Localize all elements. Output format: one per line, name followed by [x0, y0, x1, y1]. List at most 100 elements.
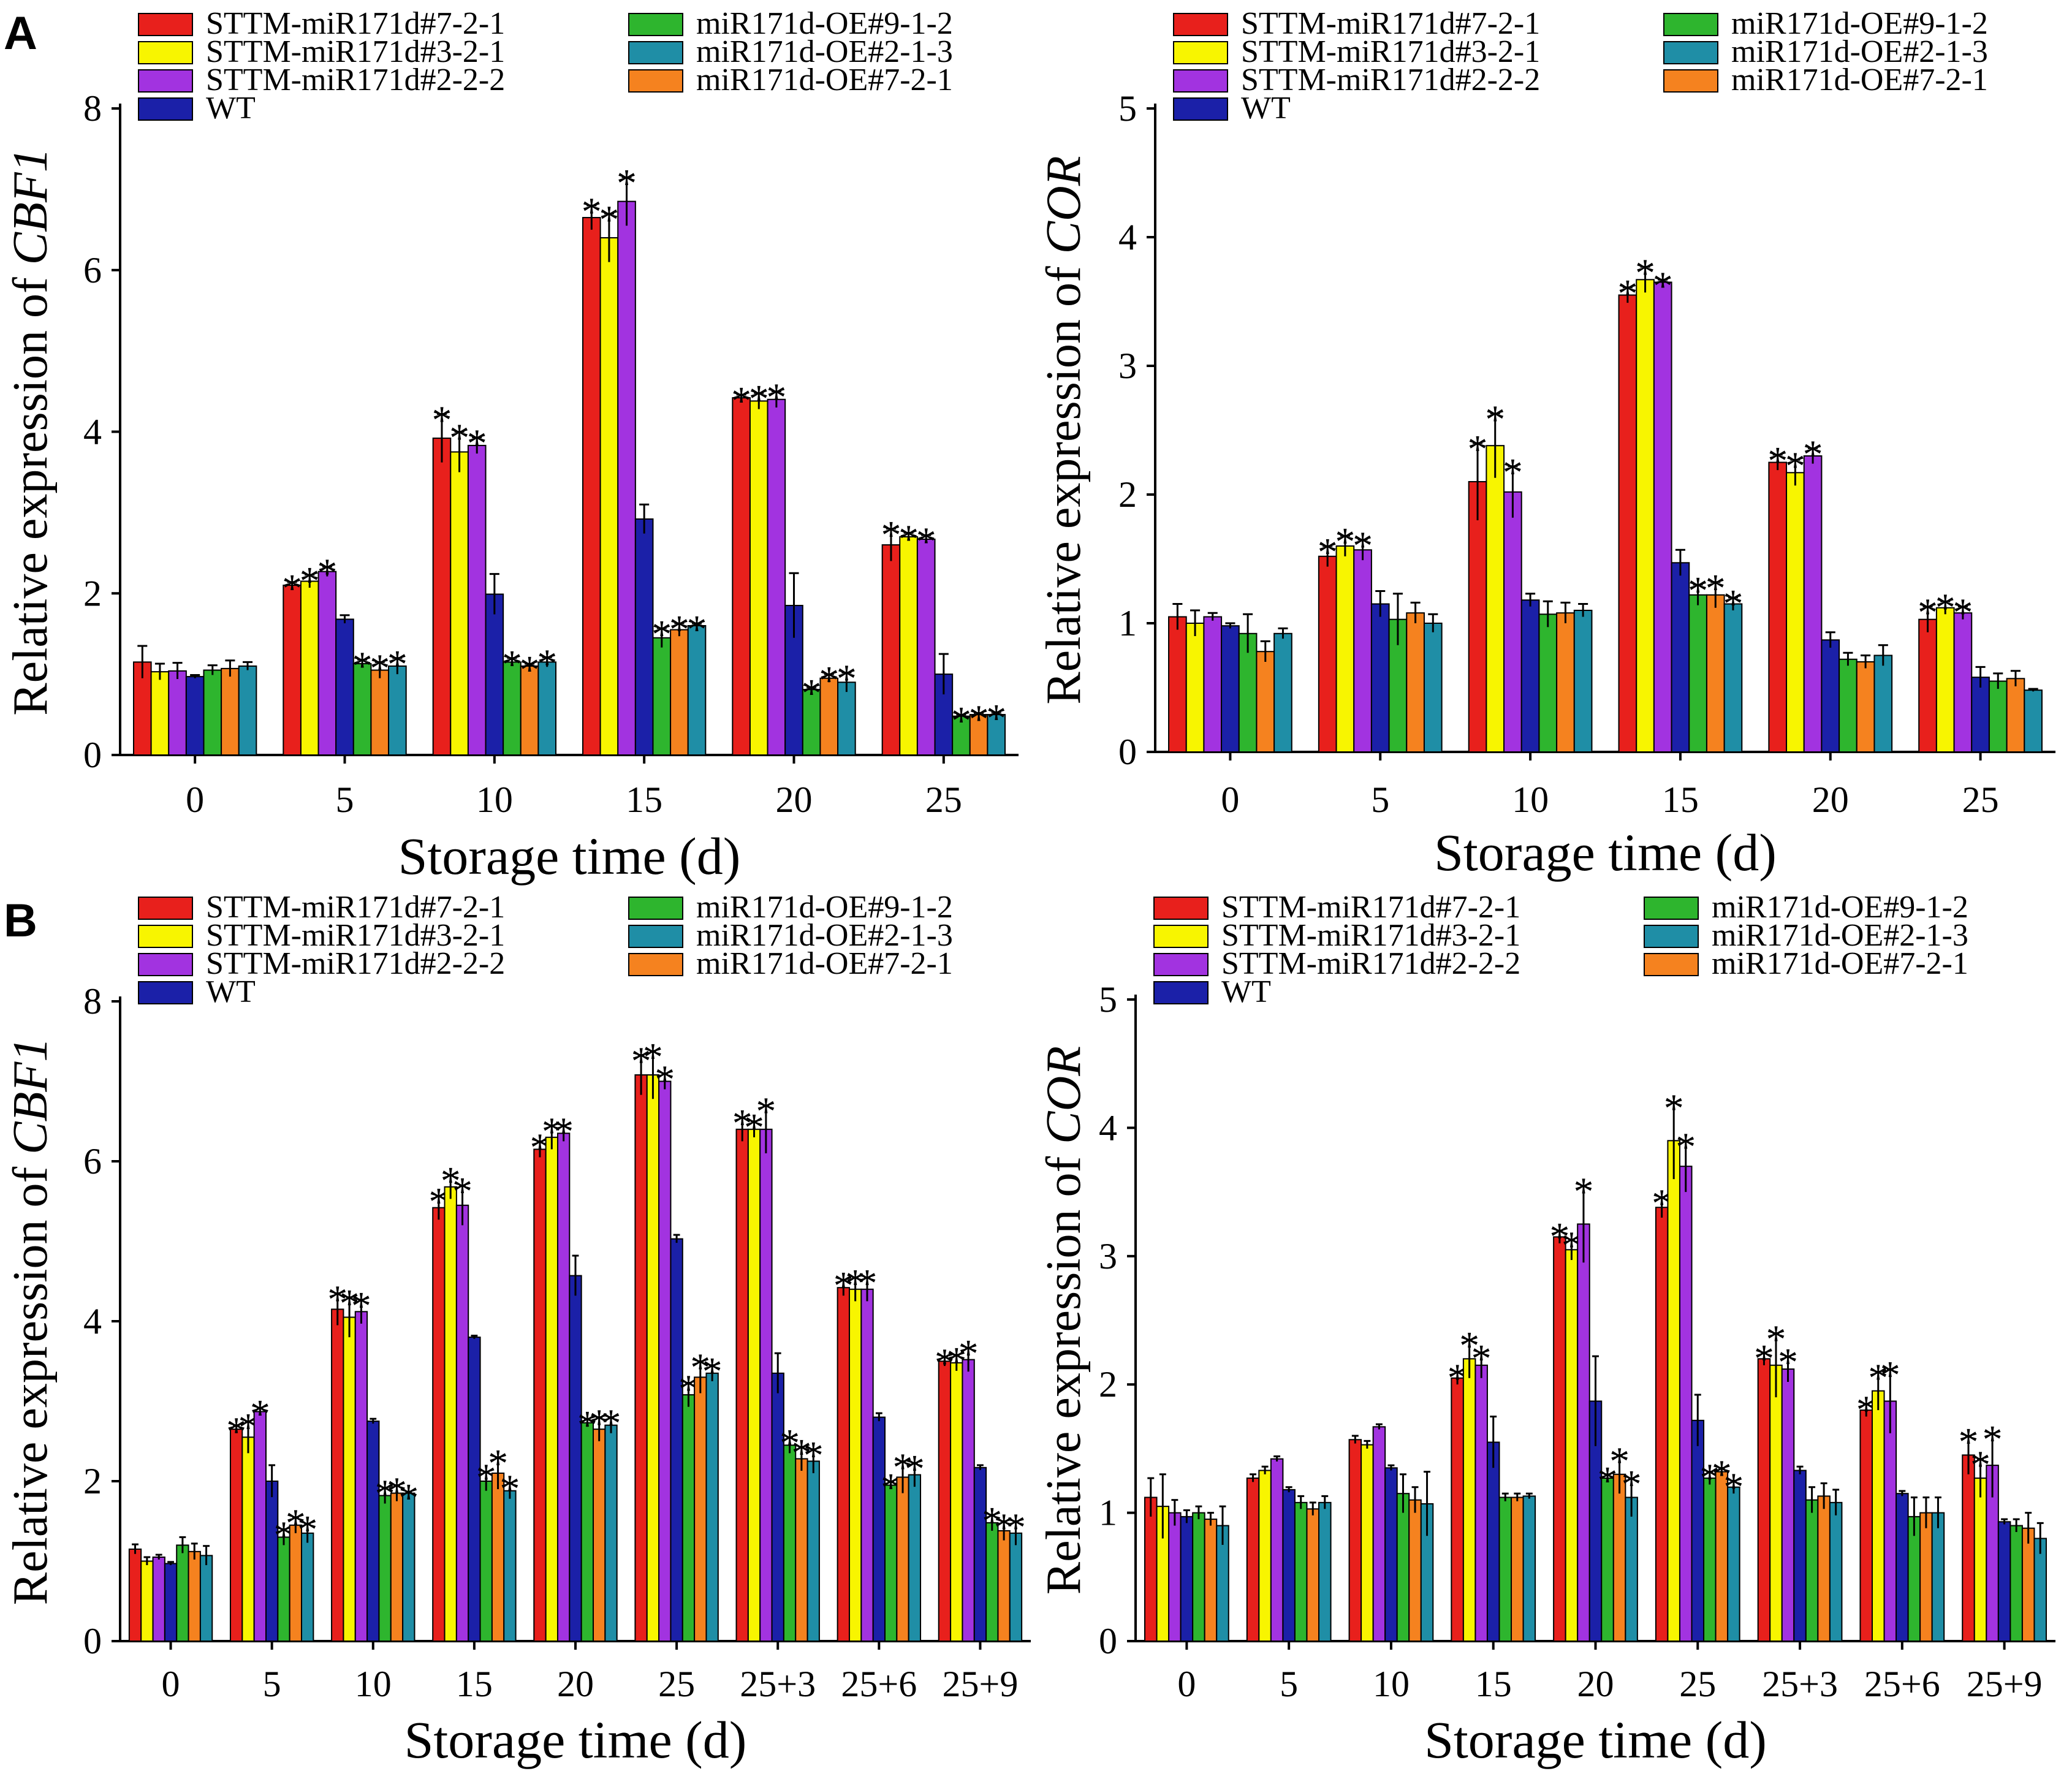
significance-star: * [488, 1441, 508, 1486]
bar-sttm-mir171d-2-2-2 [1203, 616, 1223, 753]
bar-sttm-mir171d-2-2-2 [455, 1204, 469, 1642]
legend-label-mir171d-oe-9-1-2: miR171d-OE#9-1-2 [1731, 6, 1988, 41]
bar-mir171d-oe-2-1-3 [503, 1490, 517, 1642]
legend-label-sttm-mir171d-3-2-1: STTM-miR171d#3-2-1 [1241, 34, 1540, 69]
legend-swatch-mir171d-oe-9-1-2 [628, 897, 683, 920]
bar-sttm-mir171d-3-2-1 [1360, 1444, 1374, 1642]
x-tick-label: 10 [1512, 779, 1549, 820]
legend-label-mir171d-oe-2-1-3: miR171d-OE#2-1-3 [1712, 918, 1968, 953]
bar-mir171d-oe-9-1-2 [1703, 1477, 1717, 1642]
x-tick-label: 15 [456, 1664, 493, 1704]
legend-swatch-sttm-mir171d-2-2-2 [138, 69, 193, 93]
legend: STTM-miR171d#7-2-1STTM-miR171d#3-2-1STTM… [1173, 6, 1988, 126]
bar-wt [1821, 639, 1840, 753]
significance-star: * [1617, 271, 1637, 316]
bar-mir171d-oe-9-1-2 [1988, 680, 2008, 753]
bar-sttm-mir171d-2-2-2 [617, 200, 636, 756]
x-tick-label: 20 [557, 1664, 594, 1704]
bar-mir171d-oe-2-1-3 [837, 681, 856, 756]
bar-mir171d-oe-7-2-1 [1256, 651, 1275, 753]
legend-label-mir171d-oe-9-1-2: miR171d-OE#9-1-2 [696, 6, 953, 41]
significance-star: * [916, 519, 936, 564]
legend-swatch-wt [1153, 981, 1209, 1004]
significance-star: * [617, 161, 637, 206]
bar-mir171d-oe-9-1-2 [479, 1481, 493, 1642]
y-tick-label: 8 [83, 88, 102, 129]
significance-star: * [1918, 591, 1938, 635]
significance-star: * [250, 1392, 270, 1436]
significance-star: * [643, 1035, 663, 1080]
bar-sttm-mir171d-3-2-1 [950, 1362, 963, 1642]
bar-sttm-mir171d-2-2-2 [467, 444, 487, 756]
bar-sttm-mir171d-3-2-1 [1335, 545, 1355, 753]
legend-swatch-wt [138, 981, 193, 1004]
x-axis-title: Storage time (d) [398, 827, 741, 886]
x-tick-label: 0 [186, 779, 204, 820]
significance-star: * [1675, 1125, 1696, 1169]
y-tick-label: 2 [83, 573, 102, 613]
legend-swatch-mir171d-oe-2-1-3 [628, 41, 683, 64]
bar-sttm-mir171d-3-2-1 [599, 237, 619, 756]
bar-sttm-mir171d-7-2-1 [1859, 1409, 1873, 1642]
bar-mir171d-oe-2-1-3 [1829, 1501, 1843, 1642]
bar-mir171d-oe-2-1-3 [806, 1460, 820, 1642]
significance-star: * [1723, 1465, 1744, 1509]
bar-sttm-mir171d-7-2-1 [938, 1360, 952, 1642]
bar-sttm-mir171d-2-2-2 [1168, 1512, 1182, 1642]
significance-star: * [431, 398, 452, 442]
significance-star: * [1706, 566, 1726, 611]
bar-mir171d-oe-2-1-3 [1723, 603, 1743, 753]
y-axis-title-prefix: Relative expression of [4, 265, 58, 715]
bar-sttm-mir171d-2-2-2 [1803, 455, 1823, 753]
bar-sttm-mir171d-2-2-2 [1883, 1400, 1897, 1642]
bar-sttm-mir171d-3-2-1 [1565, 1249, 1579, 1642]
significance-star: * [1353, 524, 1373, 569]
significance-star: * [1868, 1356, 1888, 1400]
bar-mir171d-oe-7-2-1 [694, 1376, 707, 1642]
bar-mir171d-oe-7-2-1 [2021, 1527, 2035, 1642]
significance-star: * [1767, 439, 1788, 484]
bar-sttm-mir171d-2-2-2 [1270, 1458, 1284, 1642]
bar-mir171d-oe-7-2-1 [1919, 1512, 1933, 1642]
bar-mir171d-oe-9-1-2 [1688, 594, 1707, 753]
y-tick-label: 4 [1099, 1107, 1117, 1148]
bar-sttm-mir171d-3-2-1 [1786, 472, 1805, 753]
bar-sttm-mir171d-3-2-1 [899, 536, 918, 756]
bar-mir171d-oe-7-2-1 [1406, 612, 1425, 753]
bar-mir171d-oe-7-2-1 [1511, 1496, 1524, 1642]
y-tick-label: 1 [1118, 603, 1137, 643]
y-axis-title: Relative expression of COR [1037, 156, 1091, 704]
bar-sttm-mir171d-7-2-1 [432, 438, 452, 756]
x-tick-label: 10 [476, 779, 513, 820]
bar-mir171d-oe-2-1-3 [908, 1474, 922, 1642]
bar-sttm-mir171d-3-2-1 [1486, 445, 1505, 753]
legend-swatch-sttm-mir171d-3-2-1 [1173, 41, 1228, 64]
bar-sttm-mir171d-7-2-1 [132, 661, 152, 756]
legend-label-mir171d-oe-7-2-1: miR171d-OE#7-2-1 [1731, 63, 1988, 97]
x-tick-label: 20 [1577, 1664, 1614, 1704]
significance-star: * [655, 1057, 675, 1102]
bar-sttm-mir171d-7-2-1 [582, 217, 601, 756]
panel-label-a: A [4, 7, 37, 59]
bar-sttm-mir171d-2-2-2 [962, 1359, 975, 1642]
legend-label-sttm-mir171d-7-2-1: STTM-miR171d#7-2-1 [1241, 6, 1540, 41]
legend-swatch-mir171d-oe-2-1-3 [1663, 41, 1718, 64]
bar-sttm-mir171d-7-2-1 [735, 1128, 749, 1642]
significance-star: * [1803, 432, 1823, 477]
significance-star: * [986, 696, 1006, 741]
bar-mir171d-oe-9-1-2 [1192, 1512, 1205, 1642]
x-axis-title: Storage time (d) [1424, 1710, 1767, 1769]
significance-star: * [1688, 569, 1708, 613]
significance-star: * [520, 648, 540, 692]
x-tick-label: 25+9 [1967, 1664, 2043, 1704]
bar-mir171d-oe-7-2-1 [188, 1550, 201, 1642]
bar-mir171d-oe-9-1-2 [652, 637, 672, 756]
bar-sttm-mir171d-3-2-1 [1258, 1470, 1272, 1642]
bar-wt [185, 676, 205, 756]
legend: STTM-miR171d#7-2-1STTM-miR171d#3-2-1STTM… [1153, 890, 1968, 1009]
significance-star: * [1471, 1337, 1492, 1381]
bar-sttm-mir171d-2-2-2 [1353, 549, 1372, 753]
bar-sttm-mir171d-7-2-1 [881, 544, 901, 756]
bar-mir171d-oe-2-1-3 [2024, 689, 2043, 753]
